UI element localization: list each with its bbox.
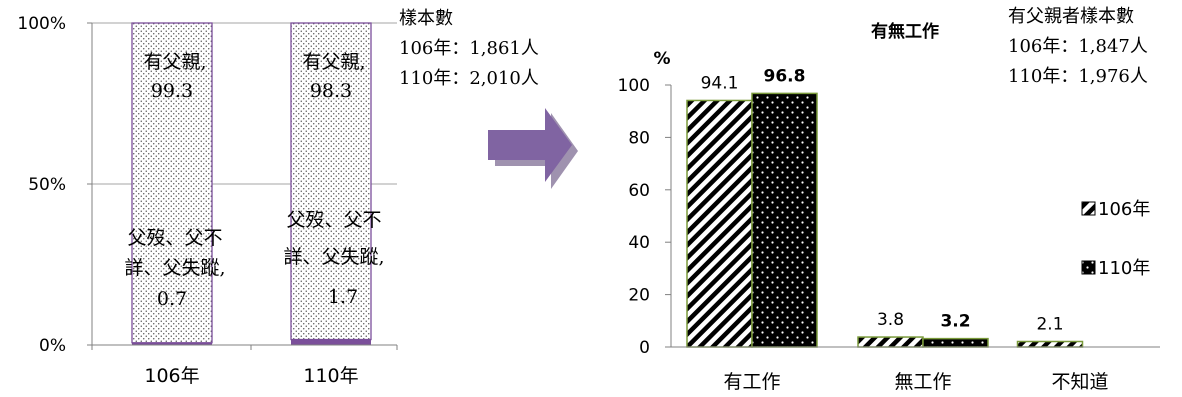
legend-label: 106年 xyxy=(1098,199,1150,220)
sample-note-line: 樣本數 xyxy=(399,8,453,29)
y-tick-label: 50% xyxy=(28,175,66,195)
data-label: 父歿、父不 xyxy=(127,227,222,249)
x-tick-label: 有工作 xyxy=(723,371,780,393)
data-label: 0.7 xyxy=(157,288,187,310)
right-bars: 94.1 96.8 3.8 3.2 2.1 xyxy=(686,66,1084,348)
left-sample-note: 樣本數 106年：1,861人 110年：2,010人 xyxy=(399,8,539,89)
data-label: 94.1 xyxy=(701,73,739,93)
data-label: 詳、父失蹤, xyxy=(124,257,225,279)
legend-label: 110年 xyxy=(1098,258,1150,279)
bar-segment-no-father xyxy=(132,342,212,345)
bar xyxy=(751,92,818,348)
legend-swatch xyxy=(1081,260,1096,275)
y-tick-label: 80 xyxy=(628,128,650,148)
x-tick-label: 不知道 xyxy=(1051,371,1108,393)
data-label: 98.3 xyxy=(310,80,352,102)
x-tick-label: 106年 xyxy=(144,365,199,387)
data-label: 有父親, xyxy=(143,51,206,73)
y-axis-label: % xyxy=(653,49,670,69)
data-label: 96.8 xyxy=(764,66,806,86)
data-label: 詳、父失蹤, xyxy=(283,246,384,268)
data-label: 99.3 xyxy=(151,80,193,102)
y-tick-label: 100 xyxy=(618,76,650,96)
data-label: 有父親, xyxy=(302,51,365,73)
father-presence-chart: 0% 50% 100% 有父親, 99.3 父歿、父不詳、父失蹤, 0.7 有父親, 98.3… xyxy=(17,8,539,387)
data-label: 3.2 xyxy=(940,312,970,332)
sample-note-line: 106年：1,861人 xyxy=(399,38,539,59)
data-label: 父歿、父不 xyxy=(286,209,381,231)
y-tick-label: 20 xyxy=(628,286,650,306)
bar xyxy=(857,336,924,348)
x-tick-label: 110年 xyxy=(303,365,358,387)
y-tick-label: 60 xyxy=(628,181,650,201)
y-tick-label: 40 xyxy=(628,233,650,253)
y-tick-label: 0 xyxy=(639,338,650,358)
sample-note-line: 110年：1,976人 xyxy=(1008,66,1148,87)
sample-note-line: 110年：2,010人 xyxy=(399,68,539,89)
legend: 106年 110年 xyxy=(1081,199,1150,279)
bar xyxy=(1016,340,1084,348)
chart-title: 有無工作 xyxy=(871,21,939,42)
left-y-axis: 0% 50% 100% xyxy=(17,14,93,356)
bar-segment-has-father xyxy=(131,22,213,344)
bar-segment-no-father xyxy=(291,339,371,345)
x-tick-label: 無工作 xyxy=(894,371,951,393)
legend-swatch xyxy=(1081,201,1096,216)
sample-note-line: 有父親者樣本數 xyxy=(1008,6,1134,27)
data-label: 1.7 xyxy=(328,286,358,308)
y-tick-label: 100% xyxy=(17,14,66,34)
bar xyxy=(922,337,989,348)
arrow-icon xyxy=(488,108,578,189)
sample-note-line: 106年：1,847人 xyxy=(1008,36,1148,57)
job-status-chart: 有無工作 % 0 20 40 60 80 100 94.1 96.8 3.8 3.2 2.1 有工… xyxy=(618,6,1160,393)
data-label: 2.1 xyxy=(1036,314,1063,334)
left-x-axis: 106年 110年 xyxy=(91,344,398,387)
right-y-axis: 0 20 40 60 80 100 xyxy=(618,76,672,358)
left-bars: 有父親, 99.3 父歿、父不詳、父失蹤, 0.7 有父親, 98.3 父歿、父不詳、父失蹤… xyxy=(124,22,385,345)
y-tick-label: 0% xyxy=(39,336,66,356)
right-x-axis: 有工作 無工作 不知道 xyxy=(671,346,1160,393)
right-sample-note: 有父親者樣本數 106年：1,847人 110年：1,976人 xyxy=(1008,6,1148,87)
bar xyxy=(686,99,753,348)
data-label: 3.8 xyxy=(877,310,904,330)
bar-segment-has-father xyxy=(290,22,372,341)
